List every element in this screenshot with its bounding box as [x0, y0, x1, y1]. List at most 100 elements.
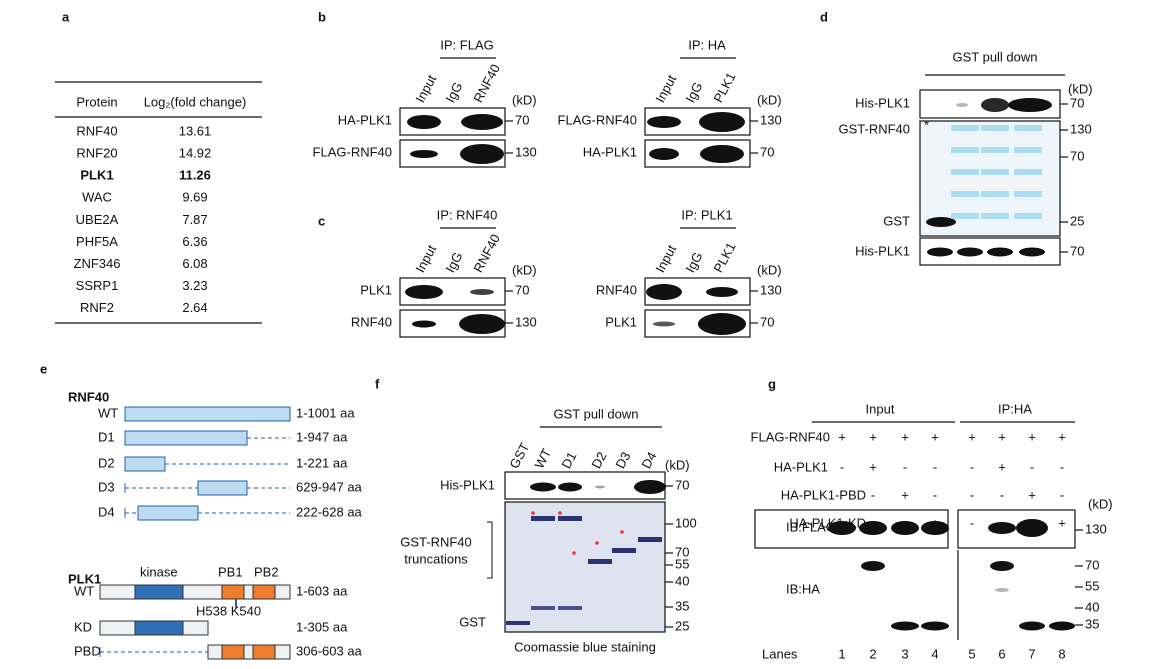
construct-name: WT	[74, 583, 94, 598]
sign: +	[998, 429, 1006, 444]
gel-band	[951, 125, 979, 131]
table-cell: 13.61	[179, 123, 212, 138]
marker-label: 70	[675, 477, 689, 492]
band	[634, 480, 666, 494]
gel-band	[531, 606, 555, 610]
construct-range: 1-305 aa	[296, 619, 348, 634]
lane-number: 2	[869, 646, 876, 661]
construct-name: D3	[98, 479, 115, 494]
table-cell: SSRP1	[76, 278, 119, 293]
sign: +	[901, 429, 909, 444]
band	[558, 482, 582, 492]
marker-label: 70	[1070, 148, 1084, 163]
panel-letter: a	[62, 9, 70, 24]
lane-label: Input	[412, 242, 439, 275]
marker-label: 130	[1085, 521, 1107, 536]
unit-label: (kD)	[512, 92, 537, 107]
band	[460, 144, 504, 164]
gel-band	[951, 147, 979, 153]
table-cell: 7.87	[182, 212, 207, 227]
marker-label: 70	[760, 314, 774, 329]
construct-range: 1-221 aa	[296, 455, 348, 470]
gel-band	[558, 606, 582, 610]
band	[1016, 519, 1048, 537]
band	[699, 112, 745, 132]
band	[405, 285, 443, 299]
sign: -	[840, 459, 844, 474]
construct-range: 1-603 aa	[296, 583, 348, 598]
table-cell: 14.92	[179, 146, 212, 161]
protein-bar	[207, 644, 291, 660]
unit-label: (kD)	[757, 92, 782, 107]
row-label: GST	[459, 614, 486, 629]
gel-band	[612, 548, 636, 553]
row-label: His-PLK1	[440, 477, 495, 492]
ip-label: IP: PLK1	[681, 207, 732, 222]
row-label: FLAG-RNF40	[751, 429, 830, 444]
domain-bar	[124, 430, 248, 446]
band	[987, 247, 1013, 257]
asterisk: *	[924, 117, 929, 132]
unit-label: (kD)	[512, 262, 537, 277]
lane-label: RNF40	[470, 232, 503, 275]
panel-title: GST pull down	[952, 49, 1037, 64]
band	[1008, 98, 1052, 112]
group-label: IP:HA	[998, 401, 1032, 416]
gel-band	[1014, 125, 1042, 131]
gel-band	[981, 169, 1009, 175]
marker-label: 25	[1070, 213, 1084, 228]
pb-domain	[221, 644, 245, 660]
row-label: HA-PLK1-PBD	[781, 487, 866, 502]
band	[698, 313, 746, 335]
group-label: Input	[866, 401, 895, 416]
band	[647, 116, 681, 128]
marker-label: 130	[515, 144, 537, 159]
band	[861, 561, 885, 571]
band	[927, 247, 953, 257]
asterisk-dot	[572, 551, 576, 555]
table-cell: RNF20	[76, 146, 117, 161]
table-header: Log₂(fold change)	[144, 94, 247, 109]
marker-label: 35	[1085, 616, 1099, 631]
lane-number: 8	[1058, 646, 1065, 661]
band	[646, 284, 682, 300]
marker-label: 70	[515, 112, 529, 127]
marker-label: 40	[675, 573, 689, 588]
lane-number: 5	[968, 646, 975, 661]
sign: -	[1060, 459, 1064, 474]
panel-letter: g	[768, 376, 776, 391]
gel-band	[1014, 213, 1042, 219]
table-cell: 9.69	[182, 190, 207, 205]
sign: +	[838, 429, 846, 444]
sign: +	[869, 459, 877, 474]
table-cell: PLK1	[80, 168, 113, 183]
sign: +	[1028, 487, 1036, 502]
lane-label: Input	[652, 242, 679, 275]
row-label: GST-RNF40	[838, 121, 910, 136]
gel-band	[588, 559, 612, 564]
unit-label: (kD)	[757, 262, 782, 277]
sign: +	[968, 429, 976, 444]
row-label: FLAG-RNF40	[558, 112, 637, 127]
band	[595, 485, 605, 489]
panel-letter: c	[318, 213, 325, 228]
sign: -	[933, 487, 937, 502]
gel-label: truncations	[404, 551, 468, 566]
row-label: PLK1	[360, 282, 392, 297]
lane-label: PLK1	[710, 70, 738, 105]
site-label: H538 K540	[196, 603, 261, 618]
table-cell: ZNF346	[74, 256, 121, 271]
asterisk-dot	[595, 541, 599, 545]
sign: +	[998, 459, 1006, 474]
lane-label: GST	[506, 440, 532, 471]
row-label: FLAG-RNF40	[313, 144, 392, 159]
band	[530, 482, 556, 492]
sign: -	[1000, 487, 1004, 502]
domain-label: PB2	[254, 564, 279, 579]
band	[988, 522, 1016, 534]
domain-bar	[124, 456, 166, 472]
pb-domain	[221, 584, 245, 600]
sign: -	[933, 459, 937, 474]
lane-label: D1	[558, 449, 579, 471]
unit-label: (kD)	[1088, 496, 1113, 511]
